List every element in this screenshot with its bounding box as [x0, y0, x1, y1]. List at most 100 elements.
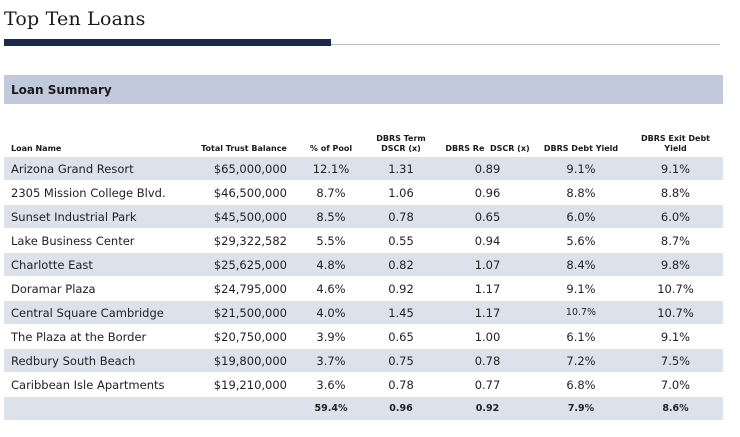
- table-row: 2305 Mission College Blvd. $46,500,000 8.7…: [4, 180, 723, 205]
- cell-total-trust-balance: $45,500,000: [187, 204, 301, 229]
- table-row: Charlotte East $25,625,000 4.8% 0.82 1.07 8.4…: [4, 252, 723, 277]
- cell-dbrs-exit-debt-yield: 9.8%: [628, 252, 723, 277]
- cell-dbrs-re-dscr: 0.78: [441, 348, 534, 373]
- cell-dbrs-term-dscr: 1.06: [361, 180, 441, 205]
- cell-total-trust-balance: $46,500,000: [187, 180, 301, 205]
- cell-loan-name: Charlotte East: [4, 252, 187, 277]
- table-row: Lake Business Center $29,322,582 5.5% 0.55 0…: [4, 228, 723, 253]
- cell-total-trust-balance: $21,500,000: [187, 300, 301, 325]
- table-row: Sunset Industrial Park $45,500,000 8.5% 0.7…: [4, 204, 723, 229]
- cell-dbrs-term-dscr: 0.78: [361, 372, 441, 397]
- cell-pct-of-pool: 4.6%: [301, 276, 361, 301]
- cell-dbrs-debt-yield: 6.0%: [534, 204, 628, 229]
- cell-dbrs-re-dscr: 1.17: [441, 276, 534, 301]
- cell-dbrs-exit-debt-yield: 7.0%: [628, 372, 723, 397]
- cell-dbrs-exit-debt-yield: 10.7%: [628, 300, 723, 325]
- cell-pct-of-pool: 5.5%: [301, 228, 361, 253]
- table-row: Central Square Cambridge $21,500,000 4.0% 1…: [4, 300, 723, 325]
- cell-dbrs-term-dscr: 1.31: [361, 157, 441, 181]
- cell-dbrs-debt-yield: 7.2%: [534, 348, 628, 373]
- total-dbrs-re-dscr: 0.92: [441, 396, 534, 421]
- column-header-total-trust-balance: Total Trust Balance: [201, 144, 287, 153]
- cell-loan-name: Central Square Cambridge: [4, 300, 187, 325]
- cell-pct-of-pool: 4.0%: [301, 300, 361, 325]
- cell-dbrs-re-dscr: 1.00: [441, 324, 534, 349]
- cell-dbrs-term-dscr: 0.78: [361, 204, 441, 229]
- column-header-loan-name: Loan Name: [11, 144, 62, 153]
- cell-dbrs-term-dscr: 0.82: [361, 252, 441, 277]
- cell-dbrs-exit-debt-yield: 10.7%: [628, 276, 723, 301]
- cell-dbrs-debt-yield: 5.6%: [534, 228, 628, 253]
- cell-total-trust-balance: $19,210,000: [187, 372, 301, 397]
- cell-dbrs-term-dscr: 1.45: [361, 300, 441, 325]
- cell-dbrs-exit-debt-yield: 6.0%: [628, 204, 723, 229]
- total-dbrs-term-dscr: 0.96: [361, 396, 441, 421]
- column-header-pct-of-pool: % of Pool: [309, 144, 353, 153]
- cell-loan-name: Redbury South Beach: [4, 348, 187, 373]
- cell-dbrs-exit-debt-yield: 9.1%: [628, 324, 723, 349]
- cell-loan-name: Doramar Plaza: [4, 276, 187, 301]
- title-rule-thin: [331, 44, 720, 45]
- cell-total-trust-balance: $29,322,582: [187, 228, 301, 253]
- totals-row: 59.4% 0.96 0.92 7.9% 8.6%: [4, 396, 723, 421]
- cell-loan-name: Lake Business Center: [4, 228, 187, 253]
- cell-dbrs-re-dscr: 0.96: [441, 180, 534, 205]
- cell-dbrs-re-dscr: 0.94: [441, 228, 534, 253]
- cell-dbrs-exit-debt-yield: 9.1%: [628, 157, 723, 181]
- table-header-row: Loan Name Total Trust Balance % of Pool …: [4, 127, 723, 157]
- cell-dbrs-debt-yield: 9.1%: [534, 157, 628, 181]
- cell-pct-of-pool: 3.9%: [301, 324, 361, 349]
- cell-total-trust-balance: $65,000,000: [187, 157, 301, 181]
- page-title: Top Ten Loans: [4, 8, 146, 30]
- cell-dbrs-term-dscr: 0.55: [361, 228, 441, 253]
- cell-loan-name: The Plaza at the Border: [4, 324, 187, 349]
- cell-dbrs-debt-yield: 9.1%: [534, 276, 628, 301]
- total-dbrs-debt-yield: 7.9%: [534, 396, 628, 421]
- column-header-dbrs-debt-yield: DBRS Debt Yield: [543, 144, 619, 153]
- cell-dbrs-term-dscr: 0.65: [361, 324, 441, 349]
- cell-pct-of-pool: 4.8%: [301, 252, 361, 277]
- column-header-dbrs-term-dscr: DBRS Term DSCR (x): [376, 134, 426, 153]
- cell-total-trust-balance: $25,625,000: [187, 252, 301, 277]
- table-row: Caribbean Isle Apartments $19,210,000 3.6%…: [4, 372, 723, 397]
- column-header-dbrs-exit-debt-yield: DBRS Exit Debt Yield: [640, 134, 711, 153]
- total-loan-name: [4, 396, 187, 421]
- cell-loan-name: 2305 Mission College Blvd.: [4, 180, 187, 205]
- section-header-band: [4, 75, 723, 104]
- section-title: Loan Summary: [11, 83, 112, 97]
- cell-loan-name: Caribbean Isle Apartments: [4, 372, 187, 397]
- total-total-trust-balance: [187, 396, 301, 421]
- table-row: The Plaza at the Border $20,750,000 3.9% 0.…: [4, 324, 723, 349]
- cell-pct-of-pool: 3.6%: [301, 372, 361, 397]
- cell-dbrs-debt-yield: 6.1%: [534, 324, 628, 349]
- cell-dbrs-re-dscr: 1.17: [441, 300, 534, 325]
- cell-pct-of-pool: 3.7%: [301, 348, 361, 373]
- cell-total-trust-balance: $20,750,000: [187, 324, 301, 349]
- cell-dbrs-debt-yield: 8.4%: [534, 252, 628, 277]
- column-header-dbrs-re-dscr: DBRS Re DSCR (x): [445, 144, 530, 153]
- cell-dbrs-term-dscr: 0.92: [361, 276, 441, 301]
- loan-summary-table: Loan Name Total Trust Balance % of Pool …: [4, 127, 723, 421]
- cell-dbrs-re-dscr: 0.77: [441, 372, 534, 397]
- cell-loan-name: Sunset Industrial Park: [4, 204, 187, 229]
- cell-dbrs-debt-yield: 6.8%: [534, 372, 628, 397]
- cell-dbrs-exit-debt-yield: 7.5%: [628, 348, 723, 373]
- cell-pct-of-pool: 12.1%: [301, 157, 361, 181]
- table-row: Redbury South Beach $19,800,000 3.7% 0.75 0.…: [4, 348, 723, 373]
- cell-loan-name: Arizona Grand Resort: [4, 157, 187, 181]
- cell-dbrs-re-dscr: 1.07: [441, 252, 534, 277]
- cell-dbrs-exit-debt-yield: 8.8%: [628, 180, 723, 205]
- table-row: Doramar Plaza $24,795,000 4.6% 0.92 1.17 9.1%…: [4, 276, 723, 301]
- cell-pct-of-pool: 8.5%: [301, 204, 361, 229]
- table-row: Arizona Grand Resort $65,000,000 12.1% 1.31…: [4, 157, 723, 181]
- cell-dbrs-debt-yield: 10.7%: [534, 300, 628, 325]
- total-dbrs-exit-debt-yield: 8.6%: [628, 396, 723, 421]
- cell-total-trust-balance: $19,800,000: [187, 348, 301, 373]
- cell-dbrs-exit-debt-yield: 8.7%: [628, 228, 723, 253]
- title-rule-thick: [4, 39, 331, 46]
- cell-dbrs-re-dscr: 0.65: [441, 204, 534, 229]
- total-pct-of-pool: 59.4%: [301, 396, 361, 421]
- cell-pct-of-pool: 8.7%: [301, 180, 361, 205]
- cell-total-trust-balance: $24,795,000: [187, 276, 301, 301]
- cell-dbrs-debt-yield: 8.8%: [534, 180, 628, 205]
